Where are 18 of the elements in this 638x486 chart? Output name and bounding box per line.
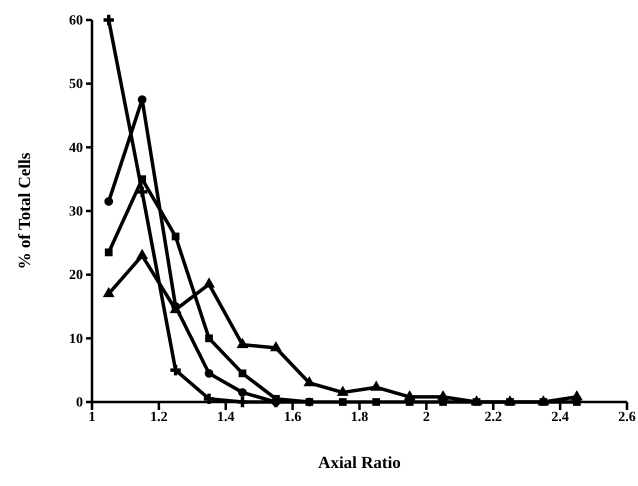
y-axis-title: % of Total Cells xyxy=(15,152,34,270)
y-tick-label: 20 xyxy=(69,268,83,284)
y-tick-label: 10 xyxy=(69,332,83,347)
x-tick-label: 2 xyxy=(422,410,430,425)
x-tick-label: 1 xyxy=(88,410,96,425)
x-tick-label: 1.6 xyxy=(284,410,302,425)
y-tick-label: 30 xyxy=(69,204,83,220)
x-tick-label: 2.2 xyxy=(484,410,502,425)
x-tick-label: 2.6 xyxy=(618,410,636,425)
x-axis-title: Axial Ratio xyxy=(318,453,401,472)
x-tick-label: 1.8 xyxy=(350,410,368,425)
x-tick-label: 1.2 xyxy=(150,410,168,425)
x-tick-label: 1.4 xyxy=(217,410,234,425)
x-tick-label: 2.4 xyxy=(551,410,569,425)
y-tick-label: 50 xyxy=(69,77,83,92)
y-tick-label: 0 xyxy=(76,395,83,410)
y-tick-label: 60 xyxy=(69,13,83,28)
y-tick-label: 40 xyxy=(69,140,83,156)
